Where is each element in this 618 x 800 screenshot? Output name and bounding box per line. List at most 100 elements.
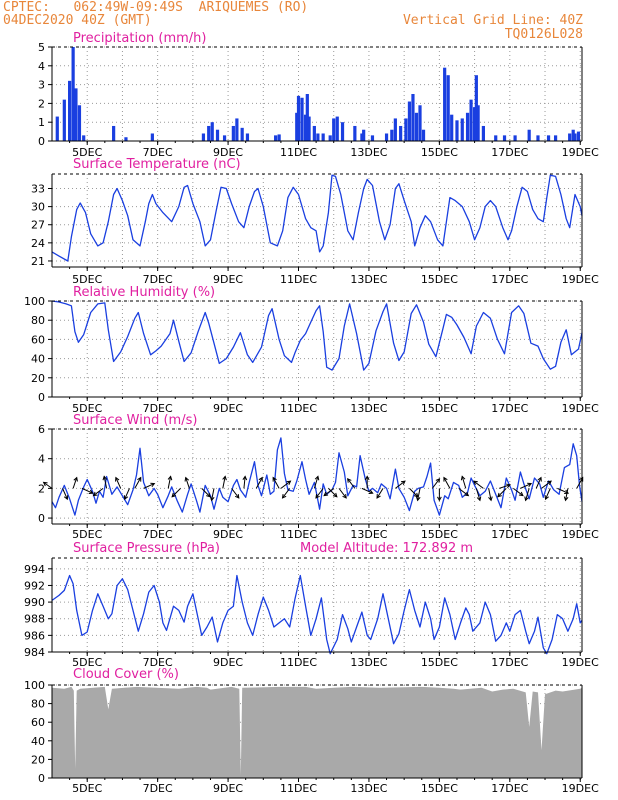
y-tick-label: 984: [24, 646, 45, 659]
y-tick-label: 20: [31, 753, 45, 766]
precip-bar: [245, 133, 250, 141]
wind-arrow: [461, 476, 467, 489]
precip-bar: [390, 129, 394, 141]
x-tick-label: 5DEC: [72, 146, 102, 159]
precip-bar: [328, 135, 332, 141]
precip-bar: [476, 105, 480, 141]
precip-bar: [455, 120, 459, 141]
precip-bar: [399, 125, 403, 141]
wind-arrow: [473, 480, 484, 489]
precip-bar: [443, 67, 447, 141]
precip-bar: [474, 75, 478, 141]
wind-arrow: [409, 488, 419, 498]
precip-bar: [296, 95, 301, 141]
wind-arrow: [557, 487, 569, 494]
header-model-id: TQ0126L028: [504, 27, 583, 42]
wind-arrow-head: [88, 489, 94, 495]
precip-bar: [370, 135, 375, 141]
wind-arrow: [93, 487, 104, 496]
wind-arrow: [376, 488, 384, 499]
precip-bar: [494, 135, 498, 141]
x-tick-label: 15DEC: [421, 656, 458, 669]
precip-bar: [568, 133, 572, 141]
precip-bar: [307, 116, 311, 141]
precip-bar: [112, 125, 116, 141]
wind-arrow-head: [332, 492, 338, 498]
wind-arrow: [497, 488, 507, 498]
wind-arrow-head: [242, 475, 248, 481]
y-tick-label: 3: [38, 79, 45, 92]
wind-arrow-head: [368, 489, 374, 495]
y-tick-label: 80: [31, 314, 45, 327]
precip-bar: [222, 135, 227, 141]
wind-arrow-head: [286, 480, 292, 486]
y-tick-label: 40: [31, 353, 45, 366]
wind-arrow-head: [115, 476, 120, 482]
x-tick-label: 15DEC: [421, 146, 458, 159]
panel-title: Cloud Cover (%): [73, 667, 179, 682]
precip-bar: [62, 99, 66, 141]
wind-arrow: [282, 488, 291, 499]
precip-bar: [235, 118, 239, 141]
x-tick-label: 17DEC: [491, 528, 528, 541]
x-tick-label: 13DEC: [350, 528, 387, 541]
wind-arrow-head: [497, 492, 502, 498]
x-tick-label: 5DEC: [72, 656, 102, 669]
y-tick-label: 21: [31, 255, 45, 268]
x-tick-label: 9DEC: [213, 782, 243, 795]
wind-arrow-head: [435, 477, 441, 483]
wind-arrow: [475, 488, 481, 501]
precip-bar: [300, 97, 304, 141]
panel-4: Surface Wind (m/s) 0 2 4 6 5DEC 7DEC 9DEC 11DEC 1…: [38, 413, 599, 541]
y-tick-label: 0: [38, 772, 45, 785]
y-tick-label: 2: [38, 482, 45, 495]
wind-arrow-head: [42, 481, 48, 487]
precip-bar: [305, 94, 309, 141]
cloud-cover-area: [52, 686, 582, 778]
x-tick-label: 17DEC: [491, 656, 528, 669]
x-tick-label: 11DEC: [280, 528, 317, 541]
wind-arrow: [431, 478, 440, 489]
wind-arrow-head: [63, 495, 69, 501]
wind-arrow-head: [488, 496, 493, 502]
wind-arrow: [222, 476, 226, 489]
precip-bar: [407, 101, 412, 141]
precip-bar: [362, 129, 366, 141]
wind-arrow-head: [73, 476, 78, 482]
wind-arrow-head: [506, 483, 512, 489]
precip-bar: [124, 137, 128, 141]
wind-arrow-head: [376, 493, 381, 499]
wind-arrow-head: [258, 476, 263, 482]
x-tick-label: 9DEC: [213, 146, 243, 159]
wind-arrow-head: [524, 496, 529, 502]
wind-arrow: [124, 488, 130, 500]
y-tick-label: 6: [38, 423, 45, 436]
x-tick-label: 13DEC: [350, 402, 387, 415]
wind-arrow: [520, 483, 532, 489]
precip-bar: [536, 135, 540, 141]
wind-arrow-head: [464, 491, 470, 497]
y-tick-label: 992: [24, 579, 45, 592]
y-tick-label: 4: [38, 453, 45, 466]
wind-arrow: [488, 488, 492, 501]
precip-bar: [295, 112, 299, 141]
precip-bar: [74, 88, 78, 141]
x-tick-label: 5DEC: [72, 528, 102, 541]
precip-bar: [460, 118, 464, 141]
x-tick-label: 19DEC: [562, 782, 599, 795]
wind-arrow: [231, 488, 240, 499]
x-tick-label: 9DEC: [213, 402, 243, 415]
precip-bar: [450, 114, 454, 141]
x-tick-label: 19DEC: [562, 146, 599, 159]
panel-3: Relative Humidity (%) 0 20 40 60 80 100 5DEC 7DE…: [24, 285, 599, 415]
wind-arrow-head: [518, 491, 524, 497]
x-tick-label: 5DEC: [72, 273, 102, 286]
wind-arrow-head: [184, 476, 190, 482]
wind-arrow: [103, 476, 108, 489]
precip-bar: [277, 134, 281, 141]
precip-bar: [418, 105, 422, 141]
y-tick-label: 20: [31, 372, 45, 385]
wind-arrow-head: [234, 493, 240, 499]
wind-arrow-head: [443, 476, 448, 482]
wind-arrow: [313, 476, 319, 489]
